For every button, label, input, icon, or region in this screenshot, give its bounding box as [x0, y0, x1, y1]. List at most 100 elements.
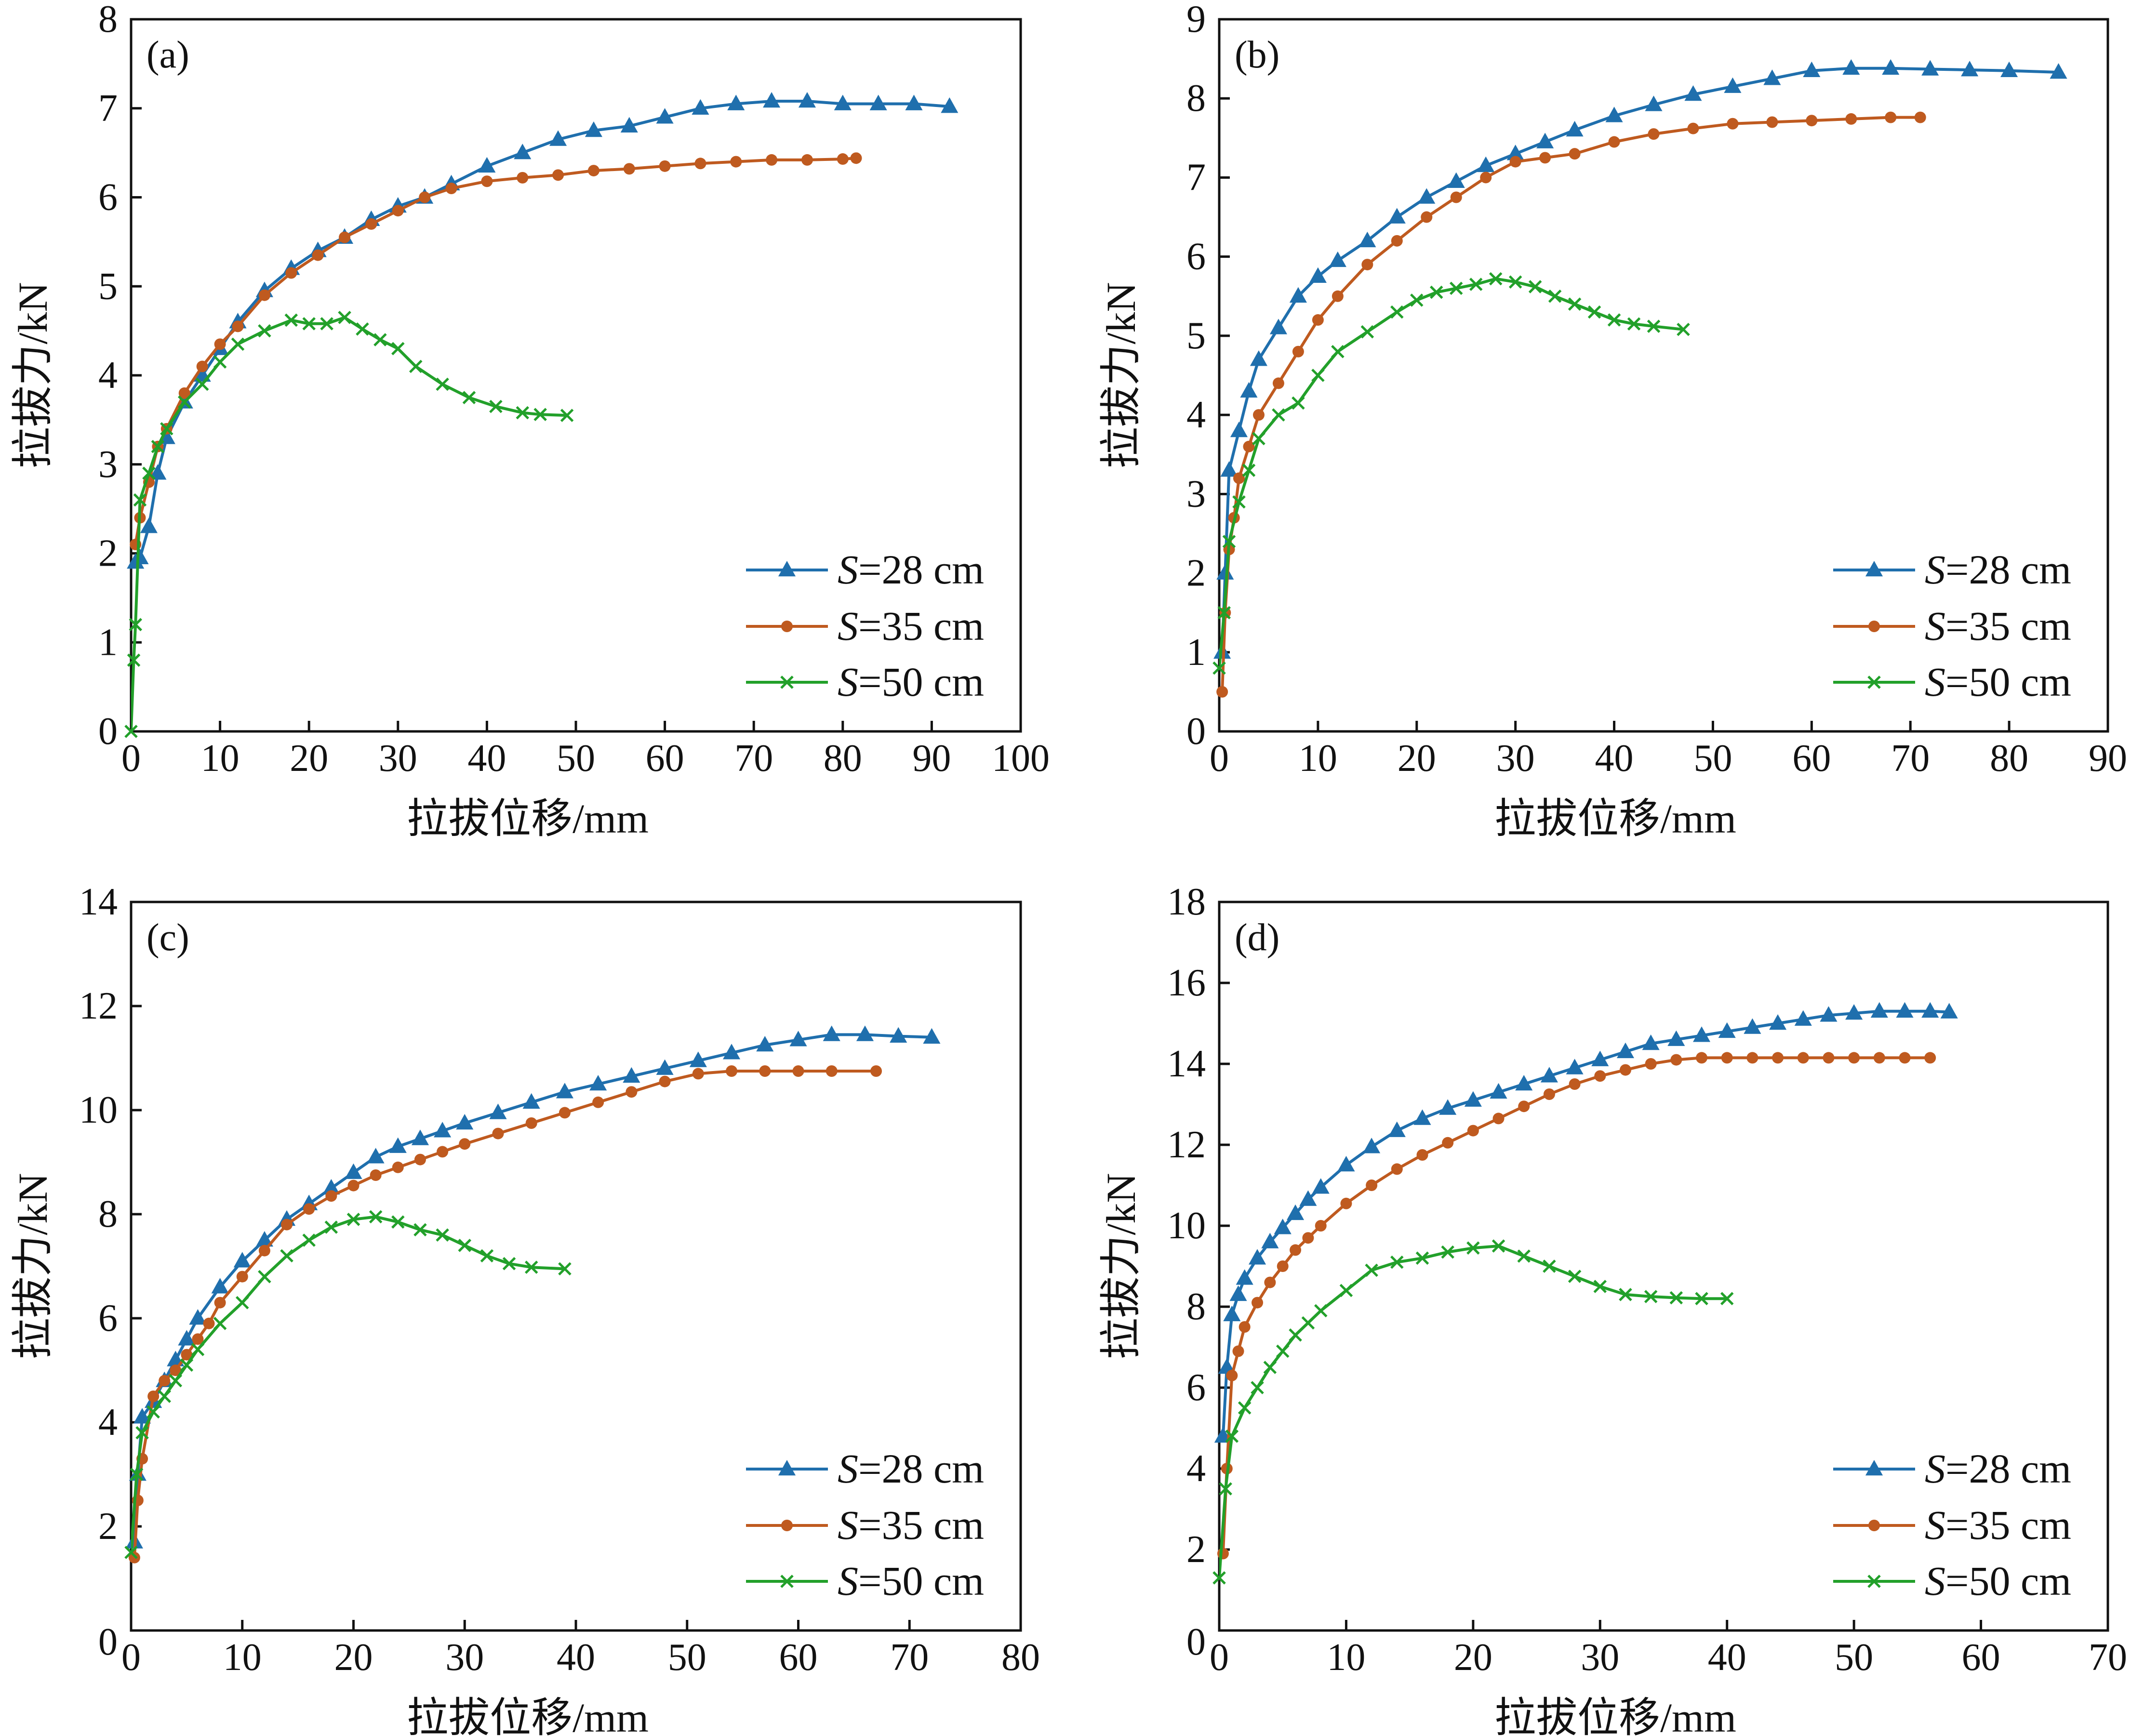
- data-point: [1616, 1042, 1635, 1059]
- data-point: [1311, 369, 1325, 382]
- origin-label: 0: [1186, 1621, 1206, 1663]
- y-axis-label: 拉拔力/kN: [10, 282, 56, 469]
- data-point: [1645, 95, 1663, 111]
- data-point: [303, 1203, 315, 1215]
- data-point: [558, 1262, 572, 1276]
- data-point: [191, 1343, 205, 1356]
- data-point: [213, 1317, 227, 1330]
- data-point: [124, 1546, 138, 1559]
- data-point: [1724, 77, 1742, 93]
- data-point: [522, 1093, 540, 1109]
- data-point: [151, 440, 165, 453]
- panel-d: 0 10 20 30 40 50 60 70 2 4 6 8 10 12 14 16 18 0 拉拔位移/mm 拉拔力…: [1098, 881, 2127, 1736]
- data-point: [1390, 305, 1404, 319]
- legend: S=28 cm S=35 cm S=50 cm: [1833, 1445, 2071, 1604]
- data-point: [1223, 1305, 1241, 1322]
- data-point: [492, 1127, 504, 1140]
- data-point: [533, 408, 547, 422]
- legend-entry-s35: S=35 cm: [746, 1502, 984, 1548]
- data-point: [623, 1067, 640, 1083]
- data-point: [1870, 1002, 1888, 1018]
- data-point: [1842, 59, 1860, 75]
- x-tick-label: 30: [1581, 1636, 1619, 1679]
- data-point: [1413, 1109, 1431, 1125]
- series-s35: [128, 1065, 882, 1564]
- data-point: [124, 725, 138, 738]
- data-point: [1429, 285, 1443, 299]
- data-point: [1388, 208, 1406, 224]
- panel-label: (d): [1235, 916, 1279, 959]
- data-point: [1718, 1022, 1736, 1038]
- data-point: [1477, 156, 1495, 172]
- legend-label: S=50 cm: [838, 659, 984, 705]
- data-point: [1492, 1113, 1505, 1125]
- x-tick-label: 90: [912, 737, 951, 780]
- data-point: [1290, 1244, 1302, 1256]
- data-point: [409, 359, 423, 373]
- data-point: [1594, 1070, 1606, 1082]
- x-tick-label: 40: [1595, 737, 1634, 780]
- legend-entry-s35: S=35 cm: [1833, 1502, 2071, 1548]
- data-point: [177, 395, 191, 409]
- y-tick-label: 14: [79, 881, 118, 923]
- data-point: [1263, 1361, 1277, 1374]
- plot-frame: [1218, 901, 2109, 1632]
- data-point: [856, 1025, 874, 1041]
- data-point: [585, 121, 602, 137]
- data-point: [1605, 106, 1623, 122]
- triangle-icon: [778, 561, 796, 577]
- data-point: [1885, 111, 1897, 123]
- data-point: [1593, 1280, 1607, 1293]
- series-s35: [1216, 111, 1926, 698]
- legend-symbol: S: [1925, 546, 1945, 593]
- x-axis-label: 拉拔位移/mm: [407, 1695, 649, 1736]
- legend-entry-s50: S=50 cm: [1833, 659, 2071, 705]
- data-point: [692, 99, 709, 115]
- data-point: [1222, 535, 1236, 548]
- data-point: [178, 387, 190, 399]
- legend-value: =28 cm: [858, 1445, 984, 1492]
- data-point: [1696, 1052, 1708, 1064]
- data-point: [789, 1031, 807, 1047]
- data-point: [1746, 1052, 1758, 1064]
- data-point: [325, 1190, 337, 1202]
- data-point: [514, 144, 532, 159]
- data-point: [1480, 172, 1492, 184]
- legend: S=28 cmS=35 cmS=50 cm: [1833, 546, 2071, 705]
- data-point: [1509, 156, 1521, 168]
- data-point: [1647, 319, 1661, 333]
- data-point: [1670, 1054, 1682, 1066]
- data-point: [1390, 1255, 1404, 1269]
- data-point: [1340, 1197, 1352, 1209]
- series-line: [133, 1033, 932, 1542]
- data-point: [689, 1051, 707, 1067]
- data-point: [1540, 1067, 1558, 1083]
- data-point: [413, 1223, 427, 1237]
- data-point: [516, 406, 530, 420]
- legend-label: S=28 cm: [838, 1445, 984, 1492]
- data-point: [214, 338, 226, 350]
- data-point: [1873, 1052, 1885, 1064]
- data-point: [1940, 1003, 1958, 1019]
- data-point: [1250, 350, 1268, 366]
- data-point: [1823, 1052, 1835, 1064]
- data-point: [1450, 191, 1462, 203]
- data-point: [726, 1065, 738, 1077]
- data-point: [159, 1375, 171, 1387]
- data-point: [756, 1036, 774, 1052]
- data-point: [142, 466, 156, 480]
- data-point: [1727, 118, 1739, 130]
- data-point: [1961, 61, 1979, 77]
- data-point: [592, 1096, 604, 1108]
- data-point: [1226, 1369, 1238, 1381]
- legend-label: S=50 cm: [1925, 1558, 2071, 1604]
- data-point: [1252, 1297, 1264, 1309]
- data-point: [1240, 382, 1258, 398]
- data-point: [1924, 1052, 1936, 1064]
- data-point: [1568, 1270, 1582, 1283]
- legend-entry-s28: S=28 cm: [1833, 1445, 2071, 1492]
- y-tick-label: 4: [1186, 394, 1206, 436]
- triangle-icon: [778, 1460, 796, 1476]
- x-tick-label: 70: [890, 1636, 929, 1679]
- data-point: [1329, 251, 1346, 267]
